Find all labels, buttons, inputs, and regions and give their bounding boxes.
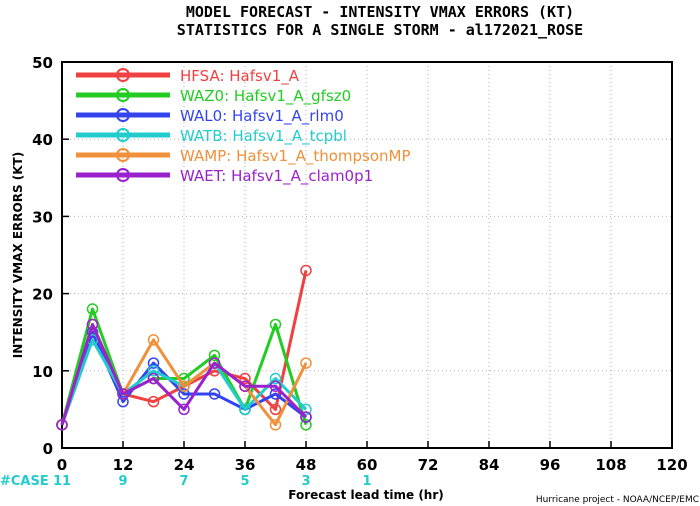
legend-swatch-marker bbox=[116, 128, 130, 142]
case-count: 9 bbox=[118, 474, 127, 489]
legend-swatch-marker bbox=[116, 108, 130, 122]
legend-label: WAZ0: Hafsv1_A_gfsz0 bbox=[180, 87, 351, 106]
x-tick-label: 60 bbox=[357, 456, 378, 474]
data-point bbox=[117, 395, 129, 408]
y-tick-label: 0 bbox=[43, 440, 53, 458]
data-point bbox=[208, 349, 221, 362]
case-count: 11 bbox=[53, 474, 71, 489]
y-tick-label: 50 bbox=[32, 54, 53, 72]
data-point bbox=[86, 318, 99, 331]
data-point bbox=[147, 395, 160, 408]
case-count: 7 bbox=[179, 474, 188, 489]
legend-item: WAL0: Hafsv1_A_rlm0 bbox=[76, 107, 344, 126]
x-tick-label: 72 bbox=[418, 456, 439, 474]
legend-label: HFSA: Hafsv1_A bbox=[180, 67, 300, 86]
data-point bbox=[269, 318, 282, 331]
legend-swatch-marker bbox=[116, 68, 130, 82]
y-tick-label: 10 bbox=[32, 363, 53, 381]
case-counts: #CASE 11 9 7 5 3 1 bbox=[0, 474, 372, 489]
data-point bbox=[300, 411, 312, 423]
case-count: 5 bbox=[240, 474, 249, 489]
x-tick-label: 96 bbox=[540, 456, 561, 474]
data-point bbox=[239, 372, 251, 385]
axis-ticks: 0 12 24 36 48 60 72 84 96 108 120 0 10 20 30 40 50 bbox=[32, 54, 688, 474]
y-tick-label: 20 bbox=[32, 286, 53, 304]
data-point bbox=[300, 419, 312, 431]
grid-lines bbox=[61, 61, 673, 449]
series-group bbox=[56, 318, 312, 431]
legend-item: WAMP: Hafsv1_A_thompsonMP bbox=[76, 147, 411, 166]
x-tick-label: 0 bbox=[57, 456, 67, 474]
data-point bbox=[239, 380, 251, 392]
data-point bbox=[178, 403, 190, 416]
series-line bbox=[60, 307, 308, 426]
series-line bbox=[60, 322, 308, 426]
data-point bbox=[300, 403, 312, 416]
legend-swatch-marker bbox=[116, 168, 130, 182]
legend-item: HFSA: Hafsv1_A bbox=[76, 67, 300, 86]
chart-title: MODEL FORECAST - INTENSITY VMAX ERRORS (… bbox=[186, 3, 574, 21]
y-axis-label: INTENSITY VMAX ERRORS (KT) bbox=[11, 152, 25, 358]
data-point bbox=[208, 388, 221, 400]
data-point bbox=[178, 380, 190, 392]
legend-label: WAET: Hafsv1_A_clam0p1 bbox=[180, 167, 373, 186]
data-point bbox=[269, 403, 282, 416]
data-point bbox=[269, 388, 282, 400]
data-point bbox=[147, 365, 160, 377]
data-point bbox=[147, 334, 160, 346]
data-point bbox=[239, 403, 251, 416]
case-count: 3 bbox=[301, 474, 310, 489]
legend-swatch-marker bbox=[116, 148, 130, 162]
case-count: 1 bbox=[362, 474, 371, 489]
data-point bbox=[147, 372, 160, 385]
series-layer bbox=[56, 264, 312, 431]
data-point bbox=[147, 357, 160, 369]
credit-text: Hurricane project - NOAA/NCEP/EMC bbox=[536, 495, 699, 505]
legend-label: WATB: Hafsv1_A_tcpbl bbox=[180, 127, 347, 146]
legend-item: WAZ0: Hafsv1_A_gfsz0 bbox=[76, 87, 351, 106]
legend-item: WATB: Hafsv1_A_tcpbl bbox=[76, 127, 347, 146]
case-label: #CASE bbox=[0, 474, 49, 489]
legend-label: WAMP: Hafsv1_A_thompsonMP bbox=[180, 147, 411, 166]
data-point bbox=[269, 372, 282, 385]
legend-item: WAET: Hafsv1_A_clam0p1 bbox=[76, 167, 373, 186]
data-point bbox=[300, 357, 312, 369]
y-tick-label: 30 bbox=[32, 208, 53, 226]
data-point bbox=[86, 303, 99, 315]
x-axis-label: Forecast lead time (hr) bbox=[288, 488, 444, 502]
x-tick-label: 48 bbox=[296, 456, 317, 474]
legend-label: WAL0: Hafsv1_A_rlm0 bbox=[180, 107, 344, 126]
x-tick-label: 108 bbox=[595, 456, 626, 474]
data-point bbox=[56, 419, 68, 431]
data-point bbox=[117, 388, 129, 400]
x-tick-label: 84 bbox=[479, 456, 500, 474]
data-point bbox=[269, 419, 282, 431]
legend-swatch-marker bbox=[116, 88, 130, 102]
x-tick-label: 120 bbox=[656, 456, 687, 474]
x-tick-label: 36 bbox=[235, 456, 256, 474]
y-tick-label: 40 bbox=[32, 131, 53, 149]
x-tick-label: 12 bbox=[113, 456, 134, 474]
chart-subtitle: STATISTICS FOR A SINGLE STORM - al172021… bbox=[177, 21, 583, 39]
x-tick-label: 24 bbox=[174, 456, 195, 474]
data-point bbox=[300, 264, 312, 277]
data-point bbox=[178, 388, 190, 400]
data-point bbox=[208, 357, 221, 369]
data-point bbox=[269, 380, 282, 392]
